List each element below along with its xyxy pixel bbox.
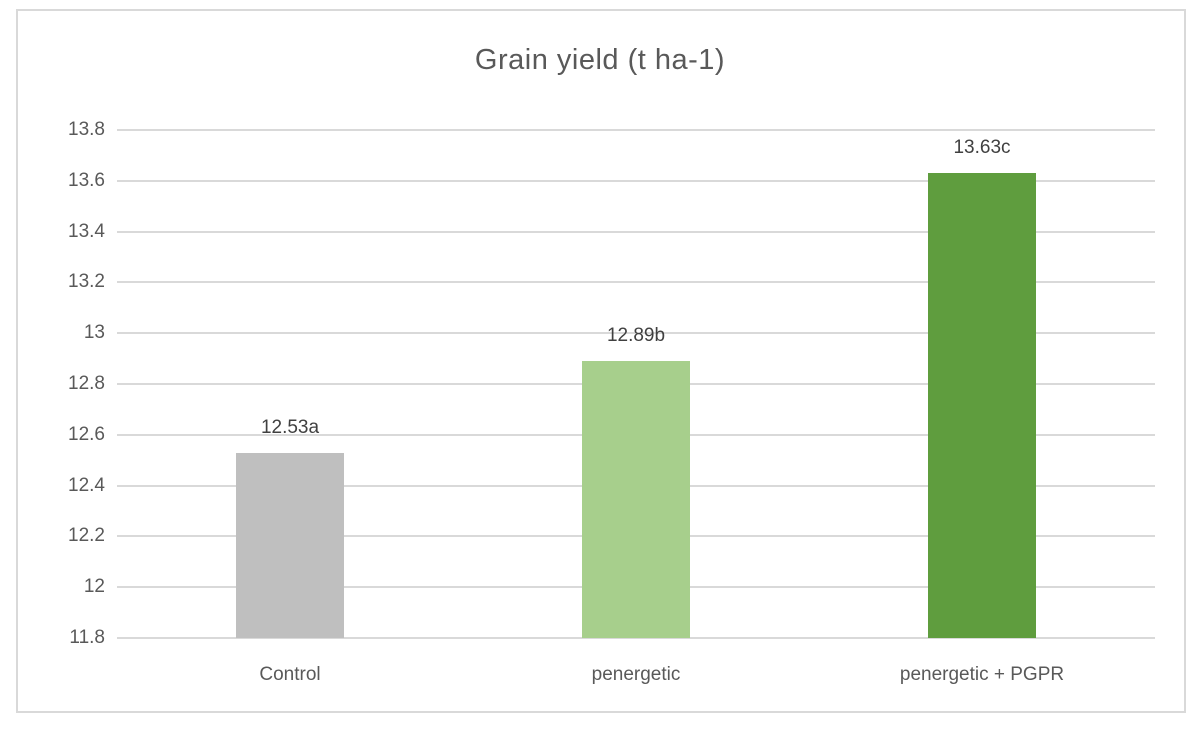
y-axis-tick-label: 12.8 xyxy=(68,373,105,394)
y-axis-tick-label: 13.4 xyxy=(68,220,105,242)
x-axis-category-label-control: Control xyxy=(259,664,321,685)
bar-control xyxy=(236,452,344,638)
chart-title: Grain yield (t ha-1) xyxy=(474,44,726,76)
y-axis-tick-label: 11.8 xyxy=(69,627,105,648)
bar-value-label-control: 12.53a xyxy=(260,416,320,438)
gridline xyxy=(117,637,1155,639)
gridline xyxy=(117,230,1155,233)
gridline xyxy=(117,281,1155,284)
y-axis-tick-label: 12 xyxy=(83,576,105,598)
gridline xyxy=(117,332,1155,335)
x-axis-category-label-penergetic-pgpr: penergetic + PGPR xyxy=(899,664,1065,685)
bar-value-label-penergetic-pgpr: 13.63c xyxy=(953,137,1011,159)
y-axis-tick-label: 13.2 xyxy=(68,271,105,293)
y-axis-tick-label: 12.6 xyxy=(68,423,105,445)
bar-penergetic-pgpr xyxy=(928,173,1036,638)
y-axis-tick-label: 12.2 xyxy=(68,525,105,547)
y-axis-tick-label: 13.6 xyxy=(68,169,105,191)
y-axis-tick-label: 13.8 xyxy=(68,119,105,140)
y-axis-tick-label: 12.4 xyxy=(68,474,105,496)
x-axis-category-label-penergetic: penergetic xyxy=(591,664,681,685)
gridline xyxy=(117,129,1155,131)
gridline xyxy=(117,179,1155,182)
bar-penergetic xyxy=(582,361,690,638)
y-axis-tick-label: 13 xyxy=(83,322,105,344)
bar-value-label-penergetic: 12.89b xyxy=(606,325,666,347)
